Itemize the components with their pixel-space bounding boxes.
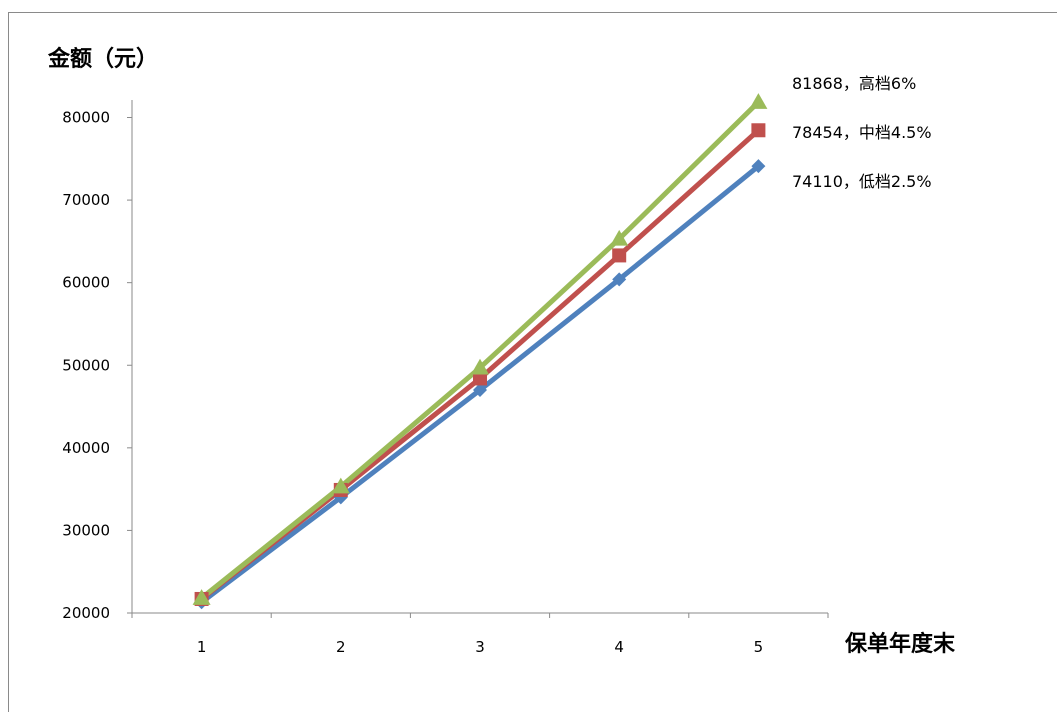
end-labels: 74110，低档2.5% 78454，中档4.5% 81868，高档6% [792,74,932,191]
x-tick-label: 5 [754,638,764,656]
y-tick-label: 40000 [62,439,110,457]
x-axis-title: 保单年度末 [844,631,956,657]
end-label-triangle: 81868，高档6% [792,74,916,93]
data-point-diamond [751,159,766,174]
x-tick-label: 2 [336,638,346,656]
series-markers [192,93,768,610]
y-tick-labels: 20000 30000 40000 50000 60000 70000 80000 [62,109,132,622]
end-label-diamond: 74110，低档2.5% [792,172,932,191]
data-point-square [612,248,627,263]
y-tick-label: 20000 [62,604,110,622]
x-tick-label: 1 [197,638,207,656]
x-tick-labels: 1 2 3 4 5 [131,613,829,656]
chart-frame [8,12,1057,712]
x-tick-label: 4 [614,638,624,656]
y-tick-label: 70000 [62,191,110,209]
data-point-diamond [612,272,627,287]
y-tick-label: 60000 [62,274,110,292]
series-line-triangle [199,99,761,601]
data-point-square [473,371,487,386]
data-point-square [751,123,766,138]
data-point-triangle [192,589,211,605]
data-point-triangle [331,477,350,494]
data-point-triangle [749,93,768,109]
y-tick-label: 30000 [62,521,110,539]
series-lines [199,99,761,605]
data-point-triangle [471,358,489,375]
y-tick-label: 80000 [62,109,110,127]
y-axis-title: 金额（元） [47,46,158,72]
y-tick-label: 50000 [62,356,110,374]
end-label-square: 78454，中档4.5% [792,123,932,142]
x-tick-label: 3 [475,638,485,656]
data-point-diamond [473,383,487,398]
data-point-triangle [610,229,629,246]
